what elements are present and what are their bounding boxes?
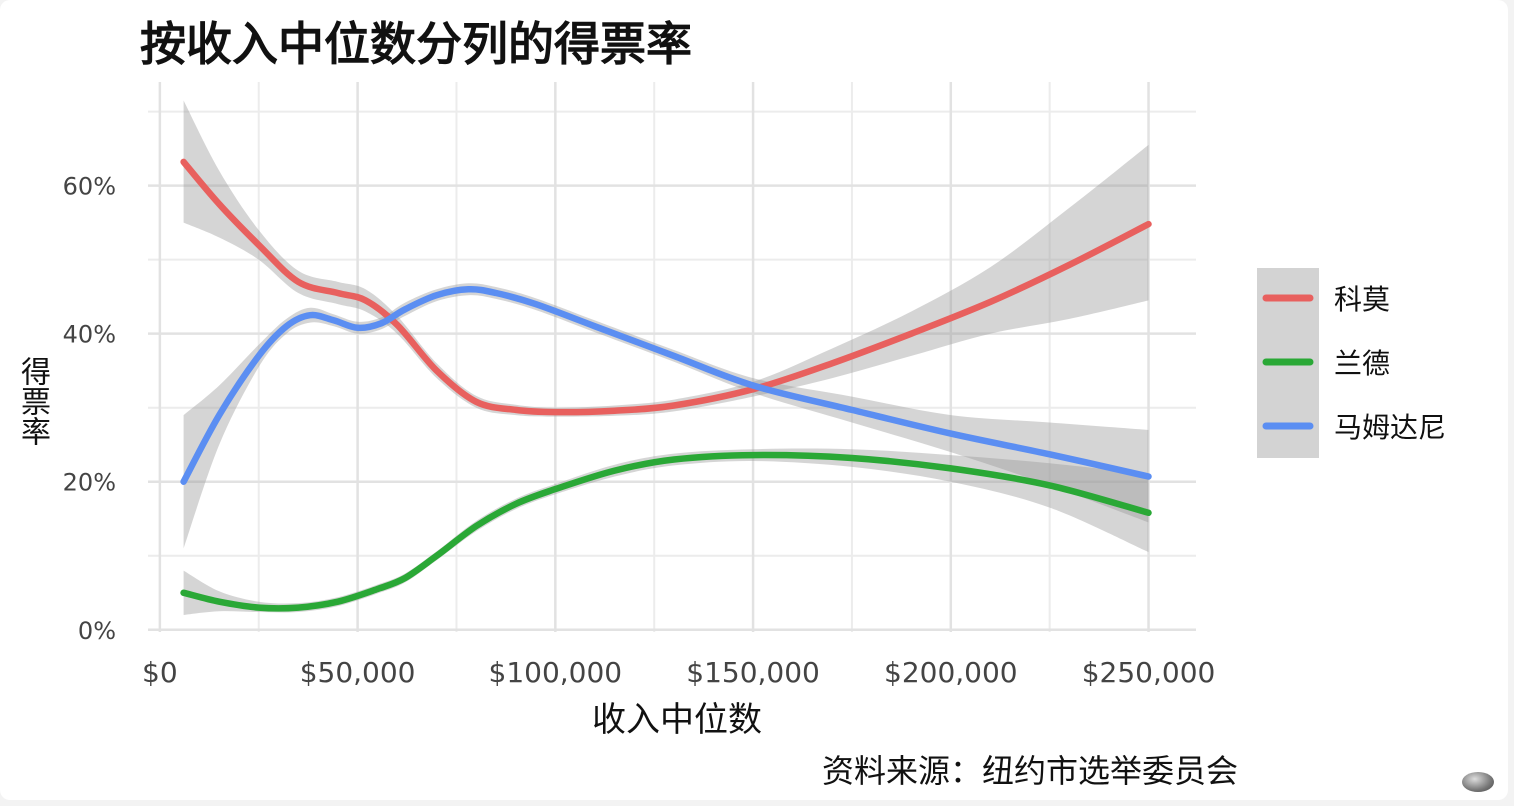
floating-bubble-icon[interactable] [1462, 772, 1494, 792]
series-line [180, 451, 1152, 612]
ci-band-layer [183, 100, 1149, 615]
y-tick-label: 60% [63, 173, 116, 201]
ci-band [183, 100, 1149, 417]
grid-layer [148, 82, 1196, 632]
y-axis-label: 得票率 [15, 356, 50, 446]
x-tick-label: $100,000 [489, 656, 623, 689]
x-tick-label: $0 [142, 656, 178, 689]
legend-item-label: 马姆达尼 [1334, 411, 1446, 444]
series-line [180, 158, 1152, 416]
legend-item-label: 科莫 [1334, 283, 1390, 316]
y-tick-label: 20% [63, 469, 116, 497]
x-tick-label: $250,000 [1082, 656, 1216, 689]
chart-title: 按收入中位数分列的得票率 [140, 17, 692, 71]
y-tick-label: 40% [63, 321, 116, 349]
legend-item-label: 兰德 [1334, 347, 1390, 380]
series-line-layer [180, 158, 1152, 612]
y-tick-label: 0% [78, 617, 116, 645]
source-note: 资料来源：纽约市选举委员会 [822, 752, 1239, 790]
x-tick-label: $150,000 [686, 656, 820, 689]
x-tick-label: $50,000 [300, 656, 416, 689]
ci-band [183, 283, 1149, 549]
x-tick-label: $200,000 [884, 656, 1018, 689]
x-axis-label: 收入中位数 [592, 700, 762, 740]
series-line [180, 285, 1152, 485]
ci-band [183, 448, 1149, 615]
tick-label-layer: 0% 20% 40% 60% $0 $50,000 $100,000 $150,000 $200… [63, 173, 1216, 689]
